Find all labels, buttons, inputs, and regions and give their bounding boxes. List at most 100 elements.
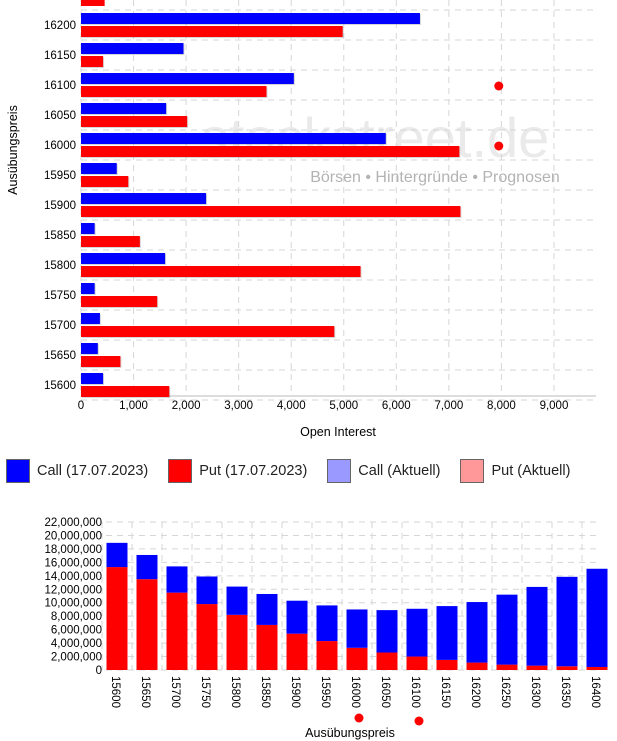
bottom-bar-put-15600[interactable] <box>106 567 128 670</box>
bottom-bar-call-15850[interactable] <box>256 593 278 625</box>
bottom-bar-put-16400[interactable] <box>586 666 608 670</box>
top-x-tick-label: 7,000 <box>434 400 463 412</box>
bottom-bar-put-16150[interactable] <box>436 659 458 670</box>
bottom-category-label-16250: 16250 <box>499 676 511 708</box>
chart-legend: Call (17.07.2023) Put (17.07.2023) Call … <box>0 454 617 488</box>
top-category-label-16100: 16100 <box>44 80 76 92</box>
top-bar-put-16050[interactable] <box>81 116 188 127</box>
bottom-bar-call-15750[interactable] <box>196 576 218 605</box>
top-category-label-16050: 16050 <box>44 110 76 122</box>
bottom-bar-put-15950[interactable] <box>316 641 338 670</box>
bottom-bar-put-16050[interactable] <box>376 652 398 670</box>
bottom-y-tick-label: 16,000,000 <box>44 557 102 569</box>
top-bar-call-15750[interactable] <box>81 283 95 294</box>
bottom-bar-call-15950[interactable] <box>316 605 338 642</box>
top-bar-put-16150[interactable] <box>81 56 104 67</box>
bottom-bar-call-16150[interactable] <box>436 606 458 660</box>
top-bar-put-15800[interactable] <box>81 266 361 277</box>
top-bar-call-15950[interactable] <box>81 163 117 174</box>
top-bar-put-15850[interactable] <box>81 236 140 247</box>
top-bar-put-15650[interactable] <box>81 356 121 367</box>
bottom-bar-put-15800[interactable] <box>226 614 248 670</box>
top-bar-put-16000[interactable] <box>81 146 460 157</box>
bottom-bar-put-15900[interactable] <box>286 633 308 670</box>
legend-item-call-aktuell[interactable]: Call (Aktuell) <box>327 459 440 483</box>
top-bar-call-15900[interactable] <box>81 193 207 204</box>
top-category-label-15800: 15800 <box>44 260 76 272</box>
top-bar-put-15700[interactable] <box>81 326 335 337</box>
top-chart-y-axis-label: Ausübungspreis <box>6 105 20 195</box>
top-x-tick-label: 3,000 <box>224 400 253 412</box>
top-category-label-16000: 16000 <box>44 140 76 152</box>
top-bar-put-16200[interactable] <box>81 26 343 37</box>
top-category-label-15850: 15850 <box>44 230 76 242</box>
top-bar-put-15900[interactable] <box>81 206 461 217</box>
top-x-tick-label: 6,000 <box>382 400 411 412</box>
bottom-bar-call-15650[interactable] <box>136 554 158 580</box>
bottom-bar-call-15800[interactable] <box>226 586 248 615</box>
bottom-bar-put-16000[interactable] <box>346 647 368 670</box>
bottom-bar-call-16300[interactable] <box>526 586 548 666</box>
top-bar-call-16100[interactable] <box>81 73 294 84</box>
top-bar-put-15950[interactable] <box>81 176 129 187</box>
top-bar-put-15750[interactable] <box>81 296 158 307</box>
bottom-chart-category-labels: 15600 15650 15700 15750 15800 15850 15900 15950… <box>109 676 601 708</box>
bottom-bar-put-15750[interactable] <box>196 604 218 670</box>
bottom-bar-put-16300[interactable] <box>526 665 548 670</box>
top-bar-call-16050[interactable] <box>81 103 167 114</box>
top-x-tick-label: 5,000 <box>329 400 358 412</box>
top-bar-call-15700[interactable] <box>81 313 100 324</box>
legend-item-put-17-07-2023[interactable]: Put (17.07.2023) <box>168 459 307 483</box>
bottom-bar-put-16200[interactable] <box>466 662 488 670</box>
bottom-bar-put-16100[interactable] <box>406 656 428 670</box>
legend-label: Put (Aktuell) <box>491 463 571 479</box>
top-bar-call-15650[interactable] <box>81 343 98 354</box>
bottom-category-label-16200: 16200 <box>469 676 481 708</box>
bottom-y-tick-label: 10,000,000 <box>44 598 102 610</box>
legend-item-put-aktuell[interactable]: Put (Aktuell) <box>460 459 570 483</box>
bottom-bar-call-16200[interactable] <box>466 602 488 663</box>
bottom-bar-call-16250[interactable] <box>496 594 518 665</box>
bottom-bar-put-15650[interactable] <box>136 579 158 670</box>
legend-swatch-put-aktuell <box>460 459 485 483</box>
bottom-bar-put-15850[interactable] <box>256 624 278 670</box>
top-bar-call-15600[interactable] <box>81 373 104 384</box>
bottom-bar-put-15700[interactable] <box>166 592 188 670</box>
bottom-bar-call-15600[interactable] <box>106 542 128 568</box>
bottom-bar-put-16350[interactable] <box>556 666 578 670</box>
top-category-label-16200: 16200 <box>44 20 76 32</box>
top-bar-call-16150[interactable] <box>81 43 184 54</box>
bottom-category-label-16000: 16000 <box>349 676 361 708</box>
top-bar-call-15800[interactable] <box>81 253 166 264</box>
bottom-bar-call-15700[interactable] <box>166 566 188 593</box>
bottom-category-label-16300: 16300 <box>529 676 541 708</box>
bottom-category-label-16100: 16100 <box>409 676 421 708</box>
top-category-label-15750: 15750 <box>44 290 76 302</box>
top-chart-x-axis-label: Open Interest <box>300 425 376 439</box>
bottom-bar-call-15900[interactable] <box>286 600 308 634</box>
top-bar-call-16200[interactable] <box>81 13 420 24</box>
bottom-bar-call-16050[interactable] <box>376 610 398 653</box>
bottom-bar-call-16350[interactable] <box>556 576 578 667</box>
top-x-tick-label: 1,000 <box>119 400 148 412</box>
bottom-category-label-15850: 15850 <box>259 676 271 708</box>
top-chart-bars <box>81 0 462 398</box>
bottom-y-tick-label: 18,000,000 <box>44 544 102 556</box>
bottom-bar-call-16000[interactable] <box>346 609 368 648</box>
legend-label: Put (17.07.2023) <box>199 463 308 479</box>
top-bar-call-15850[interactable] <box>81 223 95 234</box>
top-bar-put-15600[interactable] <box>81 386 170 397</box>
bottom-bar-call-16100[interactable] <box>406 608 428 657</box>
bottom-bar-call-16400[interactable] <box>586 568 608 667</box>
bottom-bar-put-16250[interactable] <box>496 664 518 670</box>
bottom-category-label-15950: 15950 <box>319 676 331 708</box>
bottom-category-label-16350: 16350 <box>559 676 571 708</box>
top-category-label-15600: 15600 <box>44 380 76 392</box>
top-chart-x-tick-labels: 0 1,000 2,000 3,000 4,000 5,000 6,000 7,000 8,00… <box>78 400 569 412</box>
top-category-label-15650: 15650 <box>44 350 76 362</box>
legend-item-call-17-07-2023[interactable]: Call (17.07.2023) <box>6 459 148 483</box>
top-bar-call-16000[interactable] <box>81 133 386 144</box>
top-bar-put-16100[interactable] <box>81 86 267 97</box>
